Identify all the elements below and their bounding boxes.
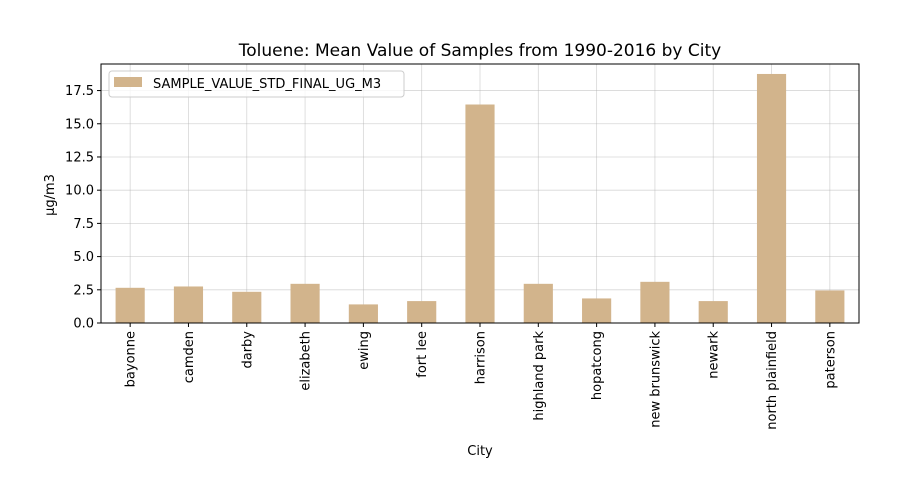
bar-camden: [173, 286, 204, 323]
bar-ewing: [348, 304, 378, 323]
x-tick-label: darby: [240, 331, 255, 369]
y-tick-label: 12.5: [65, 150, 94, 165]
x-tick-label: highland park: [532, 331, 547, 421]
x-tick-label: elizabeth: [299, 331, 314, 391]
bar-highland-park: [523, 283, 553, 323]
legend: SAMPLE_VALUE_STD_FINAL_UG_M3: [108, 70, 405, 98]
bar-harrison: [465, 104, 495, 323]
y-axis-label: µg/m3: [43, 174, 58, 216]
x-axis: bayonne camden darby elizabeth ewing fort lee…: [124, 323, 838, 430]
bar-newark: [698, 301, 728, 323]
x-tick-label: harrison: [474, 331, 489, 384]
y-tick-label: 15.0: [65, 117, 94, 132]
legend-label: SAMPLE_VALUE_STD_FINAL_UG_M3: [153, 77, 381, 92]
x-axis-label: City: [467, 444, 493, 459]
x-tick-label: ewing: [357, 331, 372, 370]
legend-frame: [108, 70, 405, 98]
bar-hopatcong: [582, 298, 612, 323]
chart-title: Toluene: Mean Value of Samples from 1990…: [238, 41, 721, 61]
y-tick-label: 7.5: [73, 217, 94, 232]
x-tick-label: camden: [182, 331, 197, 383]
bar-paterson: [815, 290, 845, 323]
y-axis: 0.0 2.5 5.0 7.5 10.0 12.5 15.0 17.5: [65, 84, 101, 332]
x-tick-label: north plainfield: [765, 331, 780, 430]
x-tick-label: newark: [707, 331, 722, 379]
y-tick-label: 10.0: [65, 184, 94, 199]
legend-swatch: [114, 77, 142, 87]
bar-darby: [232, 291, 262, 323]
y-tick-label: 17.5: [65, 84, 94, 99]
x-tick-label: fort lee: [415, 331, 430, 378]
x-tick-label: paterson: [823, 331, 838, 389]
y-tick-label: 2.5: [73, 283, 94, 298]
x-tick-label: new brunswick: [648, 331, 663, 428]
bar-north-plainfield: [756, 73, 787, 323]
bars: [115, 73, 845, 323]
x-tick-label: bayonne: [124, 331, 139, 387]
bar-fort-lee: [407, 301, 437, 323]
bar-new-brunswick: [640, 281, 670, 323]
y-tick-label: 0.0: [73, 317, 94, 332]
y-tick-label: 5.0: [73, 250, 94, 265]
x-tick-label: hopatcong: [590, 331, 605, 400]
bar-elizabeth: [290, 283, 320, 323]
bar-bayonne: [115, 287, 145, 323]
